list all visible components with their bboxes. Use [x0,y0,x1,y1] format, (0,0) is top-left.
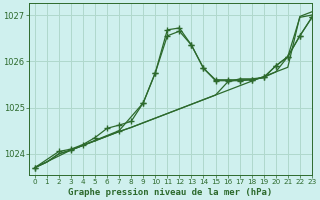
X-axis label: Graphe pression niveau de la mer (hPa): Graphe pression niveau de la mer (hPa) [68,188,272,197]
